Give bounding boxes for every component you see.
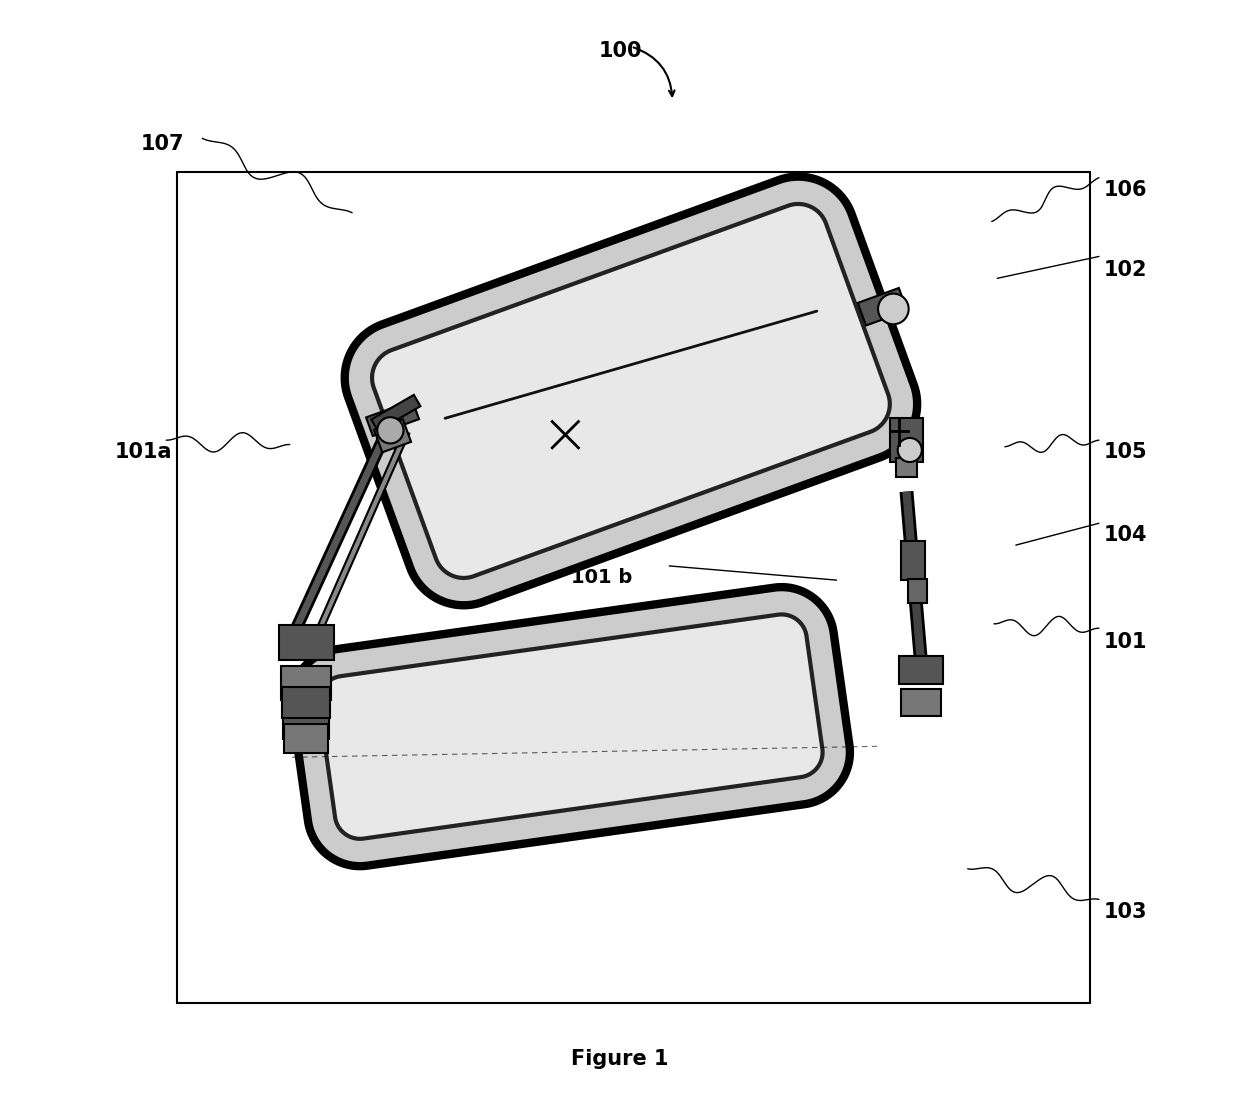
Text: 101: 101 — [1104, 632, 1147, 652]
Polygon shape — [890, 419, 923, 462]
Text: 107: 107 — [141, 134, 185, 154]
Text: 100: 100 — [598, 41, 642, 62]
Text: Figure 1: Figure 1 — [572, 1048, 668, 1069]
Polygon shape — [899, 656, 942, 684]
Polygon shape — [371, 395, 420, 431]
Polygon shape — [901, 542, 925, 579]
Polygon shape — [895, 457, 918, 477]
Polygon shape — [291, 587, 849, 866]
Text: 106: 106 — [1104, 180, 1147, 200]
Bar — [177, 173, 1090, 1003]
Polygon shape — [281, 666, 331, 700]
Text: 104: 104 — [1104, 525, 1147, 545]
Text: 103: 103 — [1104, 901, 1147, 922]
Circle shape — [878, 293, 909, 324]
Polygon shape — [284, 724, 329, 753]
Polygon shape — [283, 687, 330, 718]
Text: 101a: 101a — [115, 442, 172, 463]
Polygon shape — [279, 625, 334, 659]
Polygon shape — [283, 708, 329, 740]
Polygon shape — [374, 419, 412, 453]
Circle shape — [898, 439, 921, 462]
Text: 101 b: 101 b — [570, 568, 632, 587]
Text: 102: 102 — [1104, 259, 1147, 280]
Polygon shape — [900, 689, 941, 717]
Text: 105: 105 — [1104, 442, 1147, 463]
Polygon shape — [372, 204, 890, 578]
Polygon shape — [345, 177, 918, 606]
Polygon shape — [858, 288, 908, 325]
Circle shape — [377, 418, 403, 443]
Polygon shape — [319, 614, 822, 839]
Polygon shape — [366, 401, 419, 436]
Polygon shape — [908, 579, 928, 603]
